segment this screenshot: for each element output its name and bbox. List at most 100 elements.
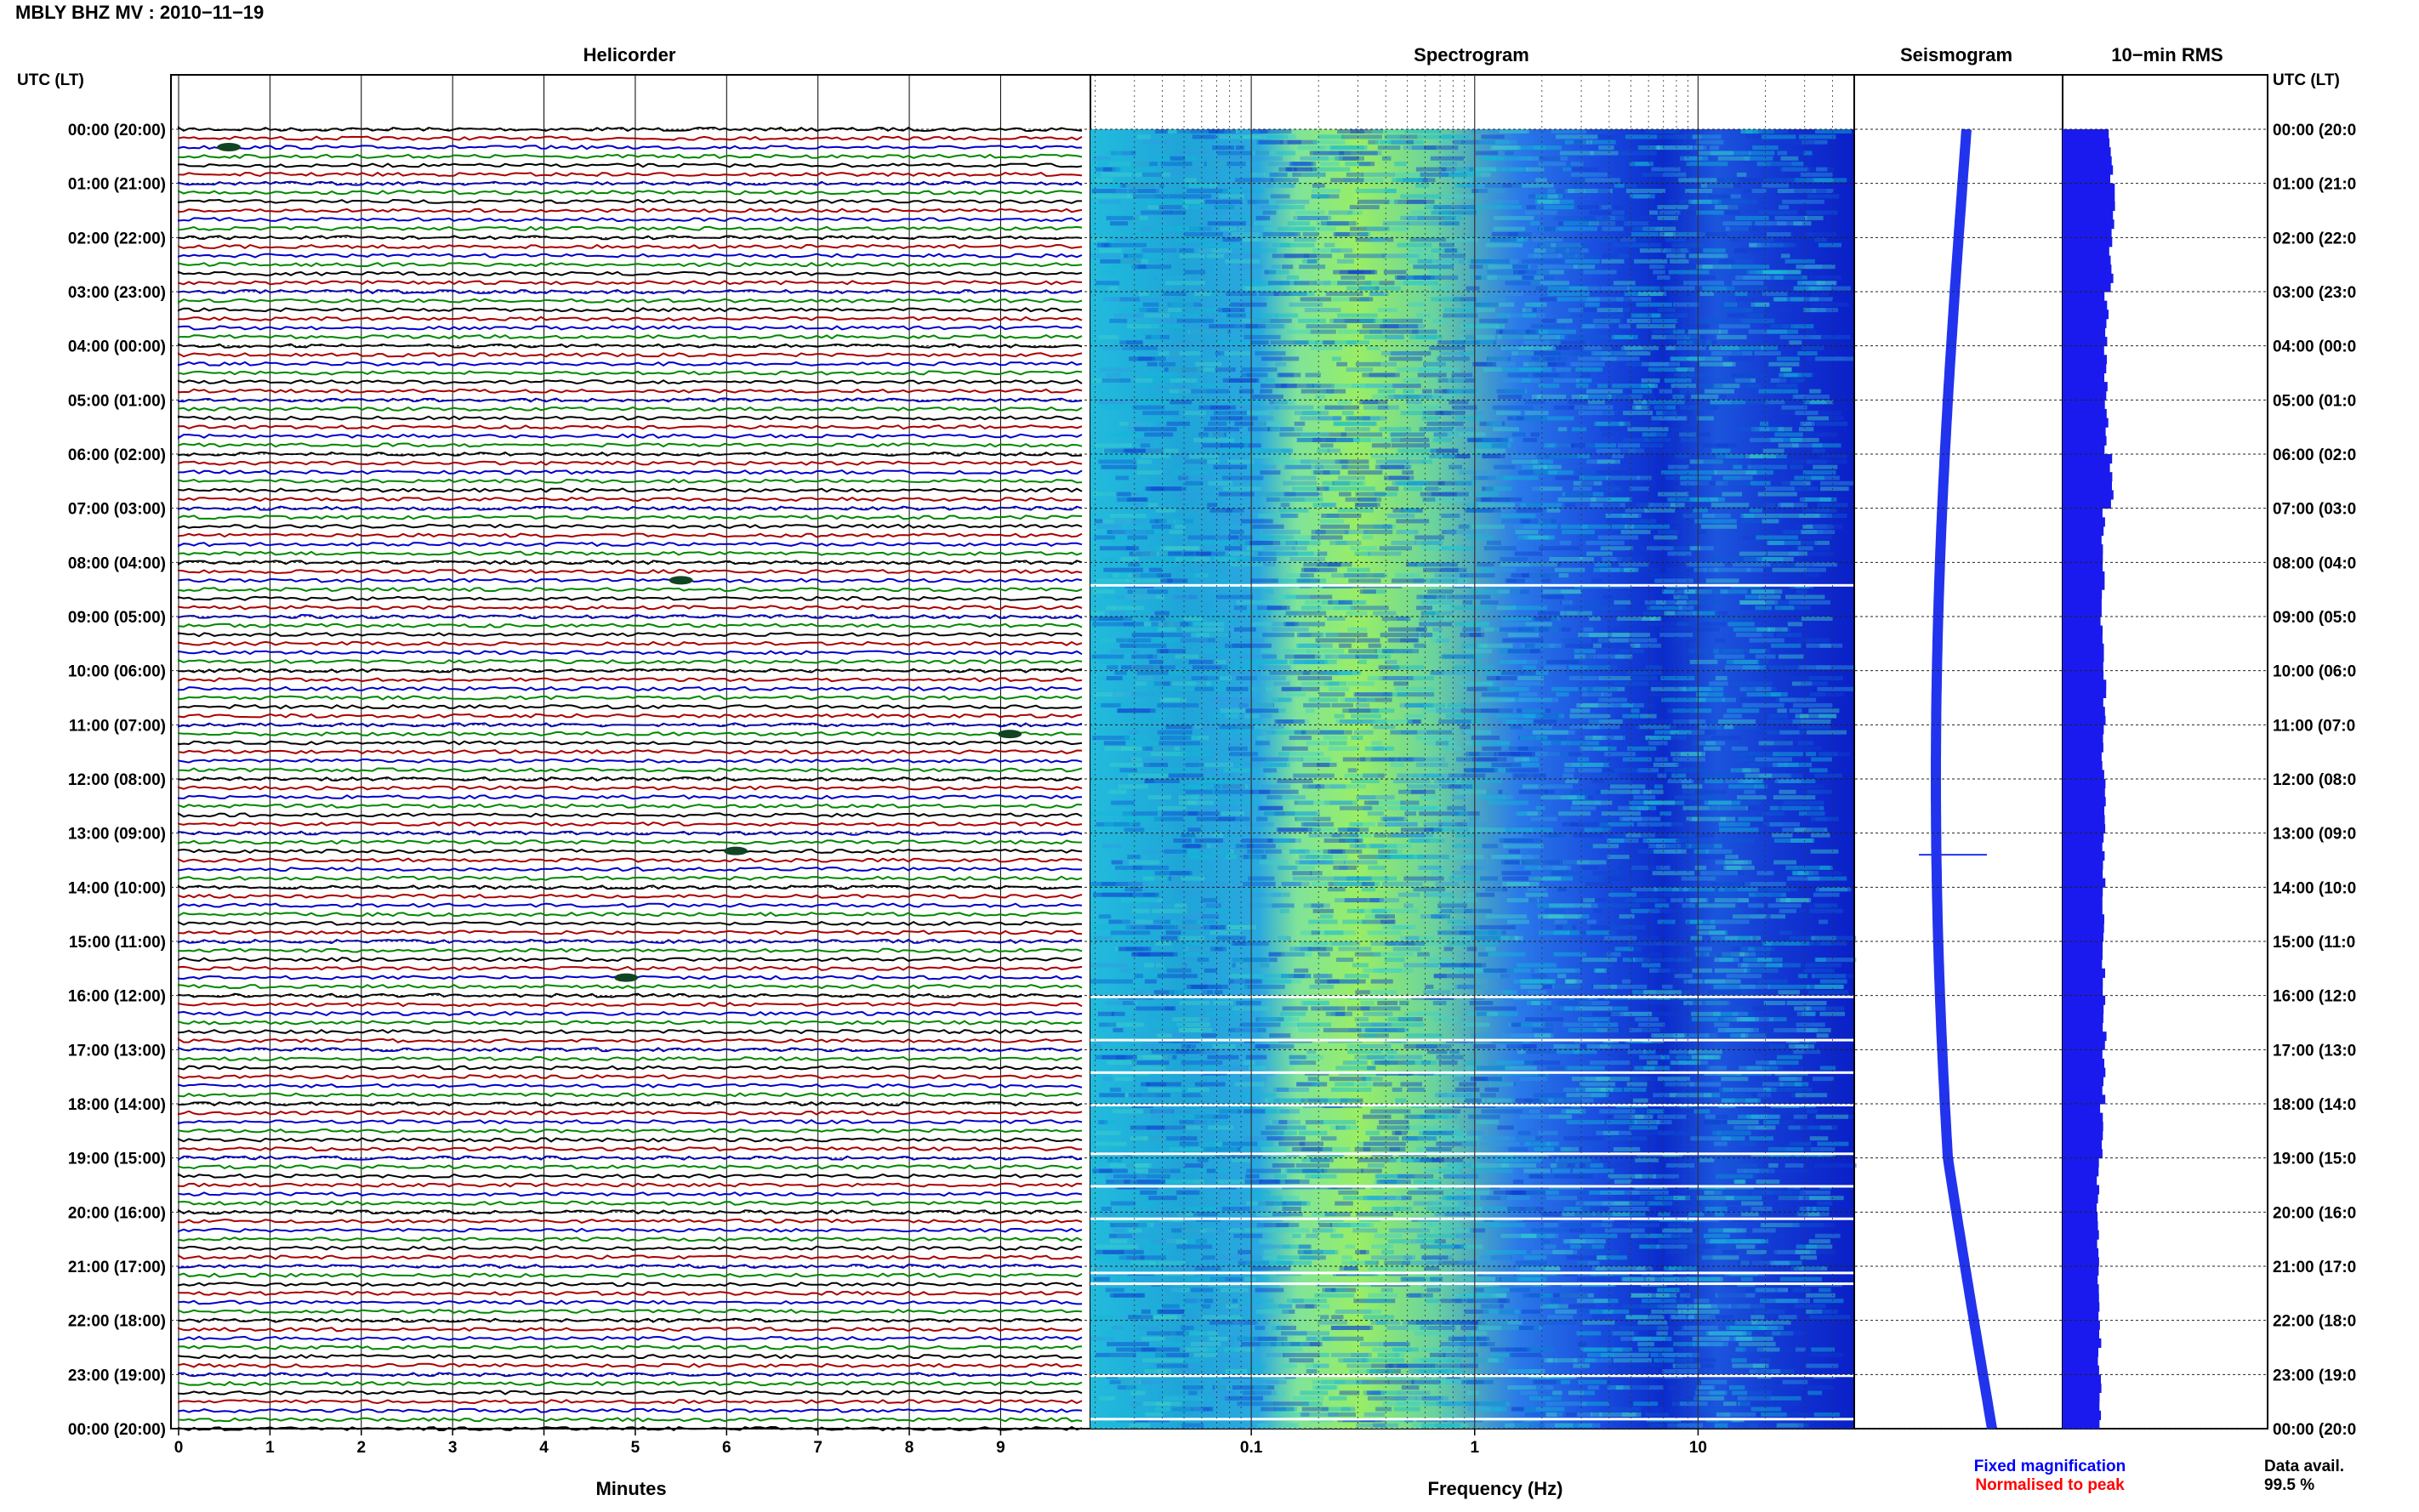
time-label-right: 05:00 (01:0 (2273, 392, 2356, 410)
rms-bar (2063, 1175, 2097, 1185)
helicorder-trace (178, 1074, 1083, 1080)
minute-tick-label: 9 (996, 1439, 1005, 1457)
time-label-right: 12:00 (08:0 (2273, 771, 2356, 789)
helicorder-traces (178, 126, 1083, 1432)
rms-bar (2063, 824, 2106, 834)
helicorder-trace (178, 460, 1083, 466)
helicorder-trace (178, 740, 1083, 746)
time-label-left: 12:00 (08:00) (68, 771, 166, 789)
data-gap (1090, 1271, 1854, 1275)
rms-bar (2063, 318, 2107, 328)
helicorder-trace (178, 1110, 1083, 1116)
rms-bar (2063, 742, 2103, 753)
helicorder-trace (178, 298, 1083, 304)
seismogram-heading: Seismogram (1900, 44, 2012, 65)
rms-bar (2063, 1356, 2098, 1367)
seismogram-panel (1919, 75, 2063, 1430)
helicorder-trace (178, 1335, 1083, 1341)
rms-bar (2063, 895, 2103, 906)
rms-bar (2063, 292, 2105, 302)
helicorder-trace (178, 1344, 1083, 1350)
rms-bar (2063, 210, 2114, 220)
time-label-left: 20:00 (16:00) (68, 1204, 166, 1222)
helicorder-trace (178, 451, 1083, 457)
helicorder-trace (178, 243, 1083, 249)
rms-bar (2063, 1329, 2099, 1339)
rms-bar (2063, 787, 2105, 798)
rms-bar (2063, 805, 2104, 816)
rms-bar (2063, 445, 2105, 455)
rms-bar (2063, 1077, 2103, 1087)
frequency-tick-label: 1 (1470, 1439, 1479, 1457)
helicorder-trace (178, 658, 1083, 665)
helicorder-trace (178, 957, 1083, 963)
rms-bar (2063, 1149, 2103, 1159)
helicorder-trace (178, 1399, 1083, 1405)
rms-bar (2063, 382, 2108, 392)
helicorder-trace (178, 225, 1083, 231)
rms-bar (2063, 779, 2106, 789)
helicorder-trace (178, 126, 1083, 133)
rms-bar (2063, 282, 2111, 293)
helicorder-trace (178, 1002, 1083, 1008)
rms-bar (2063, 1202, 2097, 1213)
helicorder-trace (178, 875, 1083, 881)
helicorder-trace (178, 613, 1083, 620)
rms-bar (2063, 1311, 2099, 1322)
time-label-left: 23:00 (19:00) (68, 1367, 166, 1384)
rms-bar (2063, 480, 2112, 491)
helicorder-trace (178, 514, 1083, 520)
helicorder-trace (178, 253, 1083, 259)
rms-bar (2063, 264, 2112, 275)
rms-bar (2063, 517, 2105, 527)
frequency-axis-label: Frequency (Hz) (1428, 1478, 1563, 1499)
rms-bar (2063, 418, 2109, 428)
time-label-right: 17:00 (13:0 (2273, 1042, 2356, 1060)
helicorder-trace (178, 794, 1083, 800)
rms-bar (2063, 707, 2105, 717)
helicorder-trace (178, 758, 1083, 764)
rms-bar (2063, 1410, 2102, 1420)
rms-bar (2063, 1130, 2103, 1140)
helicorder-trace (178, 262, 1083, 268)
helicorder-trace (178, 812, 1083, 818)
rms-bar (2063, 192, 2115, 202)
rms-heading: 10−min RMS (2111, 44, 2223, 65)
time-label-right: 16:00 (12:0 (2273, 988, 2356, 1006)
minutes-axis-label: Minutes (595, 1478, 666, 1499)
rms-bar (2063, 860, 2103, 870)
minute-tick-label: 3 (448, 1439, 458, 1457)
rms-panel (2063, 129, 2115, 1430)
rms-bar (2063, 435, 2107, 446)
helicorder-trace (178, 912, 1083, 918)
rms-bar (2063, 1419, 2100, 1430)
helicorder-trace (178, 1372, 1083, 1378)
helicorder-trace (178, 1245, 1083, 1251)
helicorder-trace (178, 325, 1083, 331)
helicorder-trace (178, 640, 1083, 646)
rms-bar (2063, 634, 2103, 645)
helicorder-trace (178, 207, 1083, 213)
rms-bar (2063, 733, 2103, 743)
rms-bar (2063, 1022, 2103, 1032)
rms-bar (2063, 1122, 2103, 1132)
time-label-left: 10:00 (06:00) (68, 663, 166, 681)
rms-bar (2063, 1157, 2099, 1168)
rms-bar (2063, 390, 2107, 401)
rms-bar (2063, 310, 2109, 320)
helicorder-trace (178, 965, 1083, 971)
helicorder-trace (178, 1299, 1083, 1305)
rms-bar (2063, 1167, 2099, 1177)
helicorder-trace (178, 704, 1083, 710)
data-gap (1090, 1282, 1854, 1286)
time-label-left: 06:00 (02:00) (68, 446, 166, 464)
helicorder-trace (178, 1417, 1083, 1423)
time-label-right: 00:00 (20:0 (2273, 122, 2356, 139)
time-label-right: 07:00 (03:0 (2273, 501, 2356, 519)
helicorder-trace (178, 1083, 1083, 1089)
data-gap (1090, 1185, 1854, 1188)
helicorder-trace (178, 650, 1083, 656)
rms-bar (2063, 932, 2103, 942)
time-label-right: 06:00 (02:0 (2273, 446, 2356, 464)
data-gap (1090, 995, 1854, 998)
